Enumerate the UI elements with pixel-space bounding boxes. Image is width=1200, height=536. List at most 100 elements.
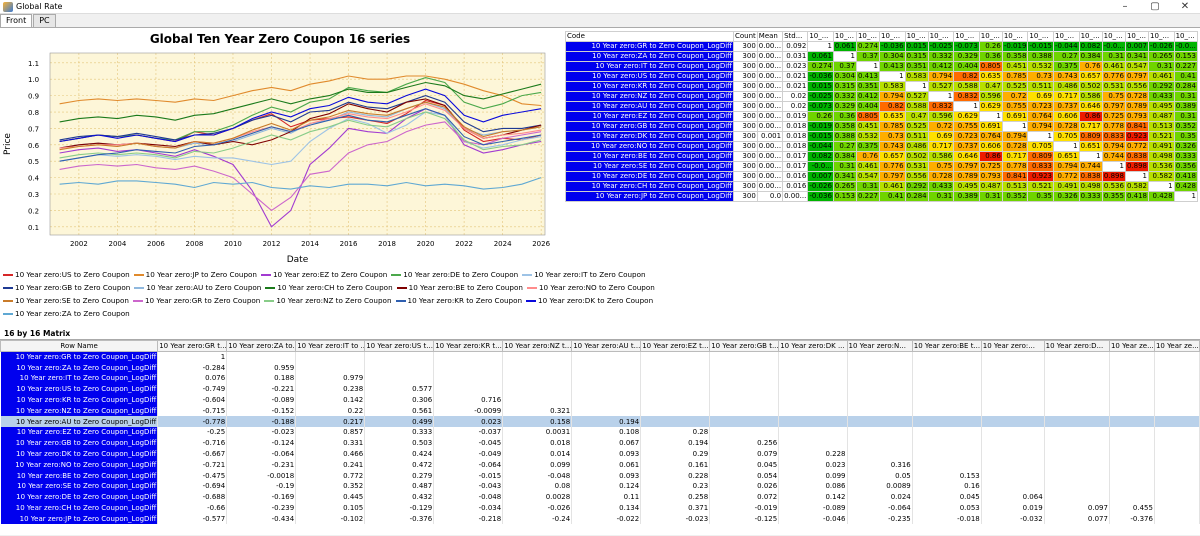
heatmap-corr-cell: 0.27 — [832, 141, 857, 152]
matrix-column-header[interactable]: 10 Year zero:D... — [1043, 340, 1110, 352]
minimize-button[interactable]: – — [1122, 1, 1128, 12]
legend-label: 10 Year zero:EZ to Zero Coupon — [272, 270, 388, 279]
heatmap-row[interactable]: 10 Year zero:NZ to Zero Coupon_LogDiff 30… — [565, 91, 1198, 102]
heatmap-row[interactable]: 10 Year zero:BE to Zero Coupon_LogDiff 30… — [565, 151, 1198, 162]
column-header[interactable]: 10_... — [1101, 31, 1126, 42]
column-header[interactable]: 10_... — [879, 31, 906, 42]
matrix-row[interactable]: 10 Year zero:ZA to Zero Coupon_LogDiff -0… — [0, 362, 1200, 374]
column-header[interactable]: 10_... — [807, 31, 834, 42]
heatmap-corr-cell: 0.404 — [855, 101, 881, 112]
column-header[interactable]: 10_... — [927, 31, 955, 42]
matrix-row[interactable]: 10 Year zero:BE to Zero Coupon_LogDiff -0… — [0, 470, 1200, 482]
matrix-row[interactable]: 10 Year zero:EZ to Zero Coupon_LogDiff -0… — [0, 427, 1200, 438]
matrix-column-header[interactable]: 10 Year zero:... — [980, 340, 1045, 352]
matrix-column-header[interactable]: 10 Year zero:DK ... — [778, 340, 848, 352]
heatmap-corr-cell: 0.838 — [1124, 151, 1150, 162]
column-header[interactable]: 10_... — [832, 31, 857, 42]
matrix-row[interactable]: 10 Year zero:CH to Zero Coupon_LogDiff -0… — [0, 502, 1200, 514]
y-tick-label: 1.1 — [28, 60, 39, 68]
heatmap-row[interactable]: 10 Year zero:US to Zero Coupon_LogDiff 30… — [565, 71, 1198, 82]
heatmap-row[interactable]: 10 Year zero:DE to Zero Coupon_LogDiff 30… — [565, 171, 1198, 182]
heatmap-corr-cell: 0.527 — [904, 91, 929, 102]
heatmap-row[interactable]: 10 Year zero:NO to Zero Coupon_LogDiff 30… — [565, 141, 1198, 152]
heatmap-row[interactable]: 10 Year zero:KR to Zero Coupon_LogDiff 30… — [565, 81, 1198, 92]
heatmap-row[interactable]: 10 Year zero:IT to Zero Coupon_LogDiff 30… — [565, 61, 1198, 72]
matrix-row[interactable]: 10 Year zero:GR to Zero Coupon_LogDiff 1 — [0, 351, 1200, 363]
matrix-column-header[interactable]: 10 Year zero:N... — [846, 340, 913, 352]
matrix-column-header[interactable]: 10 Year zero:EZ t... — [640, 340, 711, 352]
heatmap-row[interactable]: 10 Year zero:DK to Zero Coupon_LogDiff 30… — [565, 131, 1198, 142]
column-header[interactable]: 10_... — [1124, 31, 1150, 42]
column-header[interactable]: 10_... — [855, 31, 881, 42]
matrix-row[interactable]: 10 Year zero:DK to Zero Coupon_LogDiff -0… — [0, 448, 1200, 460]
row-name-header[interactable]: Row Name — [0, 340, 159, 352]
matrix-table[interactable]: Row Name 10 Year zero:GR t... 10 Year zero… — [0, 340, 1200, 525]
column-header[interactable]: 10_... — [978, 31, 1003, 42]
column-header[interactable]: Mean — [756, 31, 784, 42]
heatmap-corr-cell: 0.582 — [1124, 181, 1150, 192]
heatmap-corr-cell: 0.36 — [832, 111, 857, 122]
close-button[interactable]: ✕ — [1180, 1, 1190, 12]
heatmap-row[interactable]: 10 Year zero:CH to Zero Coupon_LogDiff 30… — [565, 181, 1198, 192]
heatmap-corr-cell: -0.0... — [1173, 41, 1198, 52]
column-header[interactable]: Count — [733, 31, 758, 42]
heatmap-corr-cell: 0.326 — [1173, 141, 1198, 152]
matrix-column-header[interactable]: 10 Year ze... — [1108, 340, 1155, 352]
matrix-column-header[interactable]: 10 Year zero:ZA to... — [226, 340, 297, 352]
matrix-cell: 0.316 — [847, 459, 913, 471]
matrix-column-header[interactable]: 10 Year zero:KR t... — [433, 340, 504, 352]
matrix-column-header[interactable]: 10 Year zero:BE t... — [911, 340, 982, 352]
matrix-row[interactable]: 10 Year zero:AU to Zero Coupon_LogDiff -0… — [0, 416, 1200, 428]
matrix-column-header[interactable]: 10 Year zero:NZ t... — [502, 340, 573, 352]
matrix-column-header[interactable]: 10 Year zero:IT to ... — [295, 340, 366, 352]
legend-label: 10 Year zero:ZA to Zero Coupon — [15, 309, 130, 318]
heatmap-row[interactable]: 10 Year zero:GR to Zero Coupon_LogDiff 30… — [565, 41, 1198, 52]
heatmap-row[interactable]: 10 Year zero:GB to Zero Coupon_LogDiff 30… — [565, 121, 1198, 132]
column-header[interactable]: 10_... — [904, 31, 929, 42]
matrix-cell: -0.125 — [709, 513, 780, 525]
matrix-row[interactable]: 10 Year zero:SE to Zero Coupon_LogDiff -0… — [0, 481, 1200, 492]
matrix-row[interactable]: 10 Year zero:NO to Zero Coupon_LogDiff -0… — [0, 459, 1200, 471]
matrix-column-header[interactable]: 10 Year zero:US t... — [364, 340, 435, 352]
matrix-cell: 0.0028 — [502, 491, 573, 503]
column-header[interactable]: 10_... — [1001, 31, 1029, 42]
matrix-column-header[interactable]: 10 Year zero:GR t... — [157, 340, 228, 352]
column-header[interactable]: 10_... — [1148, 31, 1175, 42]
matrix-row[interactable]: 10 Year zero:JP to Zero Coupon_LogDiff -0… — [0, 513, 1200, 525]
matrix-row[interactable]: 10 Year zero:KR to Zero Coupon_LogDiff -0… — [0, 394, 1200, 406]
heatmap-row[interactable]: 10 Year zero:SE to Zero Coupon_LogDiff 30… — [565, 161, 1198, 172]
column-header[interactable]: 10_... — [1027, 31, 1054, 42]
column-header[interactable]: 10_... — [1052, 31, 1080, 42]
maximize-button[interactable]: ▢ — [1150, 1, 1160, 12]
matrix-column-header[interactable]: 10 Year zero:GB t... — [709, 340, 780, 352]
heatmap-corr-cell: 0.326 — [1052, 191, 1080, 202]
matrix-column-header[interactable]: 10 Year zero:AU t... — [571, 340, 642, 352]
column-header[interactable]: 10_... — [953, 31, 980, 42]
matrix-row[interactable]: 10 Year zero:GB to Zero Coupon_LogDiff -0… — [0, 437, 1200, 449]
matrix-row[interactable]: 10 Year zero:IT to Zero Coupon_LogDiff 0.… — [0, 373, 1200, 384]
heatmap-corr-cell: -0.036 — [807, 191, 834, 202]
matrix-column-header[interactable]: 10 Year ze... — [1153, 340, 1200, 352]
column-header[interactable]: Code — [565, 31, 734, 42]
tab-front[interactable]: Front — [0, 14, 33, 27]
heatmap-corr-cell: 0.375 — [855, 141, 881, 152]
heatmap-corr-cell: 0.061 — [832, 41, 857, 52]
column-header[interactable]: Std... — [782, 31, 809, 42]
correlation-heatmap-table[interactable]: Code Count Mean Std... 10_... 10_... 10_... 10_… — [565, 31, 1198, 202]
heatmap-corr-cell: 0.794 — [1027, 121, 1054, 132]
matrix-row[interactable]: 10 Year zero:NZ to Zero Coupon_LogDiff -0… — [0, 405, 1200, 417]
matrix-empty-cell — [709, 351, 780, 363]
heatmap-row[interactable]: 10 Year zero:EZ to Zero Coupon_LogDiff 30… — [565, 111, 1198, 122]
tab-pc[interactable]: PC — [33, 14, 56, 27]
matrix-row[interactable]: 10 Year zero:US to Zero Coupon_LogDiff -0… — [0, 383, 1200, 395]
heatmap-row[interactable]: 10 Year zero:ZA to Zero Coupon_LogDiff 30… — [565, 51, 1198, 62]
heatmap-row[interactable]: 10 Year zero:JP to Zero Coupon_LogDiff 30… — [565, 191, 1198, 202]
heatmap-row[interactable]: 10 Year zero:AU to Zero Coupon_LogDiff 30… — [565, 101, 1198, 112]
column-header[interactable]: 10_... — [1173, 31, 1198, 42]
matrix-empty-cell — [1154, 351, 1200, 363]
matrix-row[interactable]: 10 Year zero:DE to Zero Coupon_LogDiff -0… — [0, 491, 1200, 503]
column-header[interactable]: 10_... — [1078, 31, 1103, 42]
heatmap-corr-cell: 0.007 — [1124, 41, 1150, 52]
series-line — [59, 108, 542, 162]
matrix-cell: 0.432 — [364, 491, 435, 503]
